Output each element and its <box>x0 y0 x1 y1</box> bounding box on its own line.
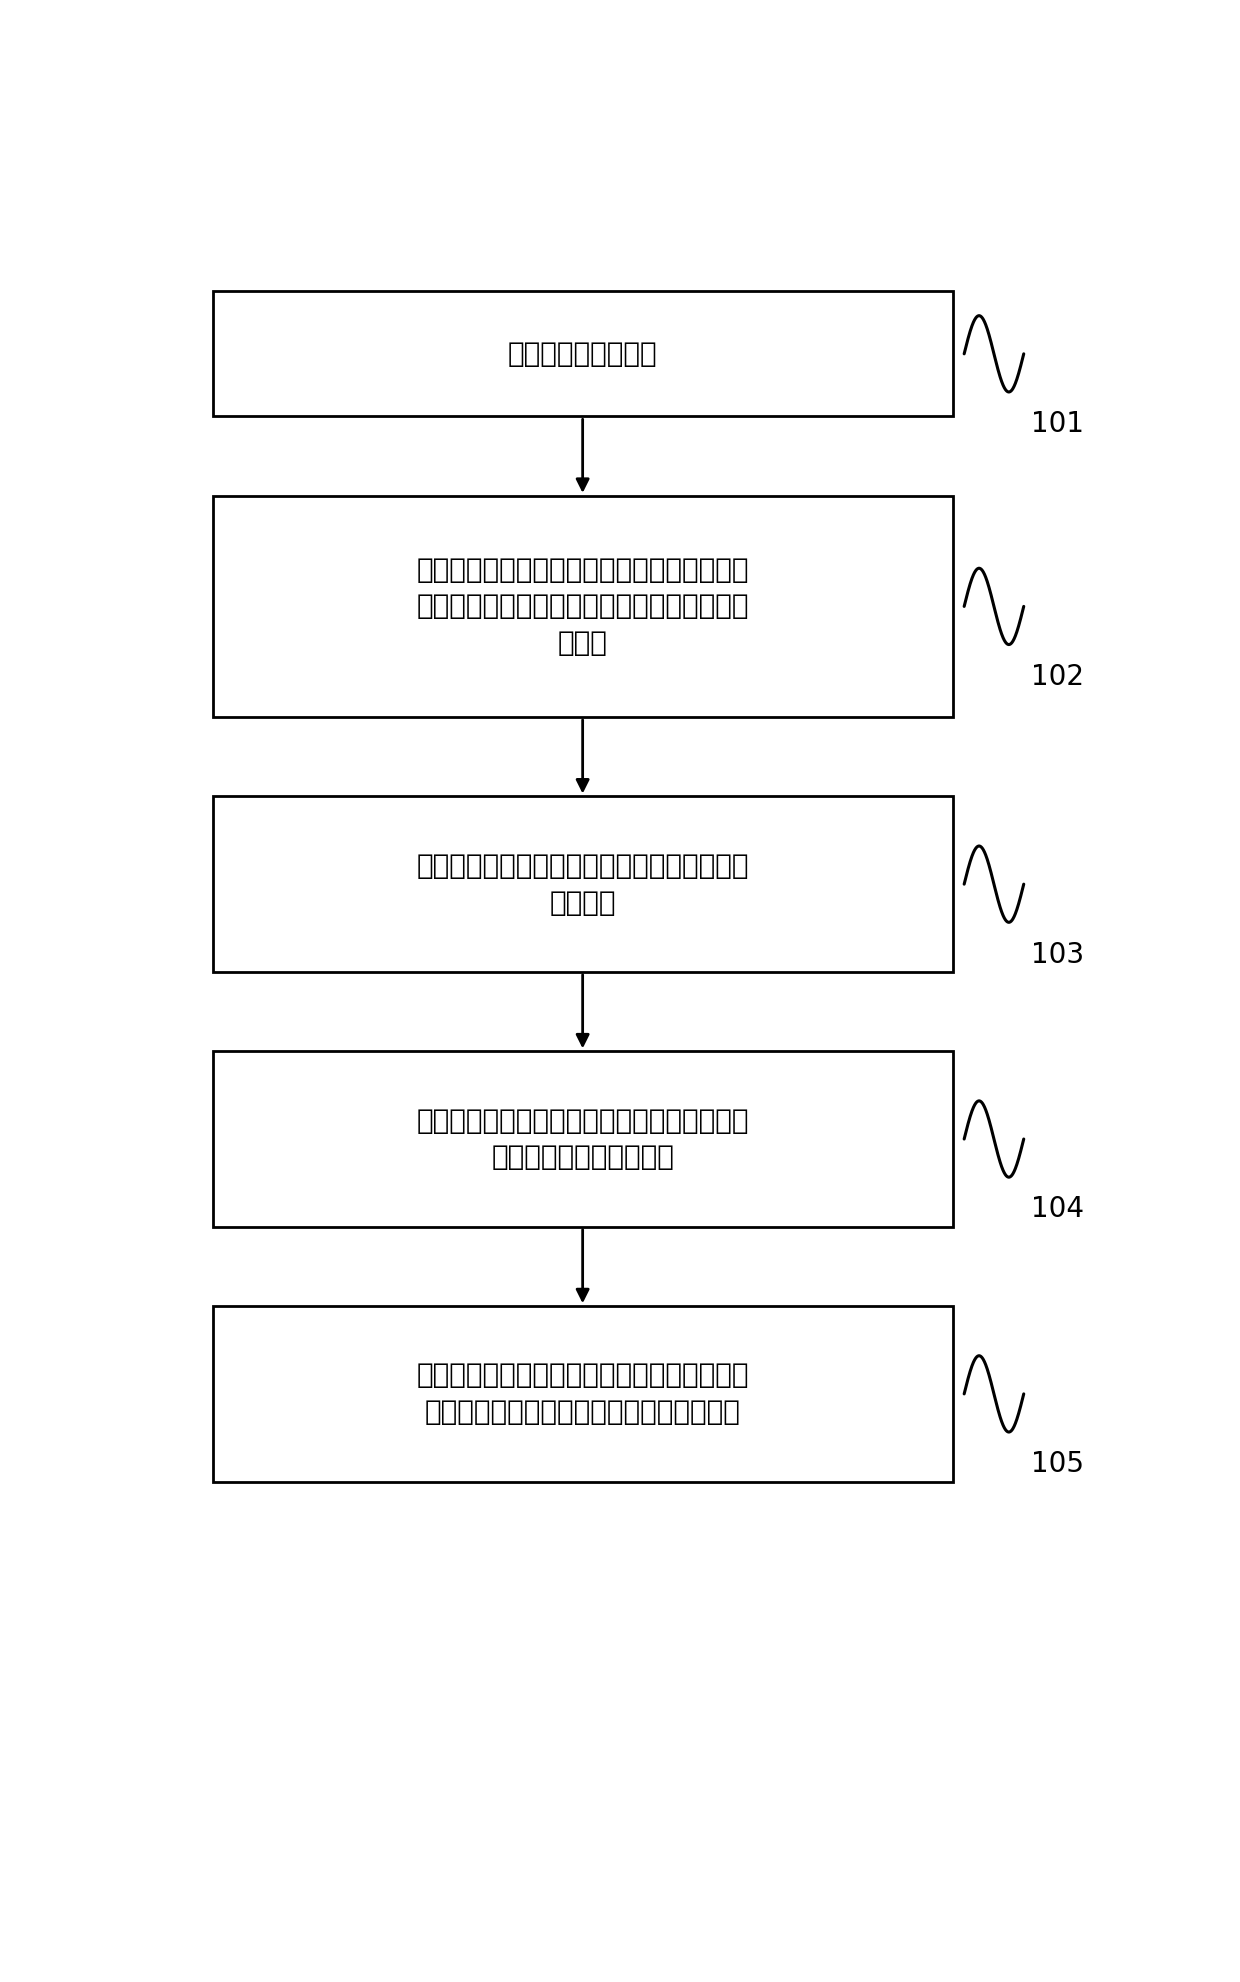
Bar <box>213 797 952 971</box>
Text: 对荷载类型进行分类: 对荷载类型进行分类 <box>508 339 657 369</box>
Bar <box>213 291 952 416</box>
Text: 105: 105 <box>1032 1451 1085 1479</box>
Text: 101: 101 <box>1032 410 1085 438</box>
Text: 根据荷载类型，输入或者读取理论跨中挠度计
算公式以及距离跨中设定距离处的理论挠度计
算公式: 根据荷载类型，输入或者读取理论跨中挠度计 算公式以及距离跨中设定距离处的理论挠度… <box>417 555 749 658</box>
Text: 103: 103 <box>1032 941 1085 969</box>
Text: 测量、输入或者读取差值，将差值带入含有差
值的跨中挠度计算公式，求得理论跨中挠度: 测量、输入或者读取差值，将差值带入含有差 值的跨中挠度计算公式，求得理论跨中挠度 <box>417 1362 749 1427</box>
Bar <box>213 496 952 717</box>
Text: 104: 104 <box>1032 1195 1085 1223</box>
Text: 将差值带入理论跨中挠度计算公式，得到含有
差值的跨中挠度计算公式: 将差值带入理论跨中挠度计算公式，得到含有 差值的跨中挠度计算公式 <box>417 1106 749 1171</box>
Bar <box>213 1050 952 1227</box>
Bar <box>213 1306 952 1483</box>
Text: 计算理论跨中挠度计算公式和理论挠度计算公
式的差值: 计算理论跨中挠度计算公式和理论挠度计算公 式的差值 <box>417 852 749 916</box>
Text: 102: 102 <box>1032 662 1085 692</box>
